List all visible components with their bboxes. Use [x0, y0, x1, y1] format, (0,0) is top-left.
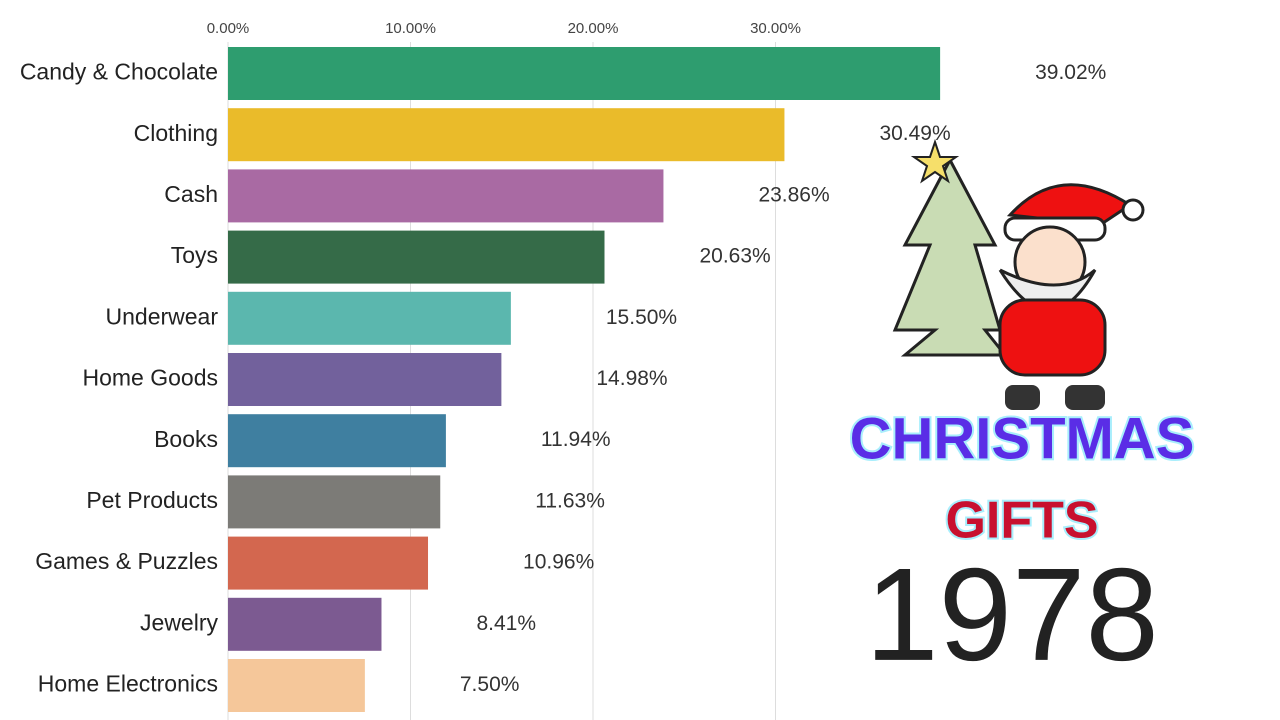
decoration-tree: [892, 138, 1009, 357]
value-label: 15.50%: [606, 306, 677, 329]
category-label: Cash: [164, 181, 218, 207]
value-label: 39.02%: [1035, 61, 1106, 84]
category-label: Games & Puzzles: [35, 548, 218, 574]
chart-title: CHRISTMAS: [850, 406, 1195, 471]
category-label: Home Goods: [82, 365, 218, 391]
category-label: Home Electronics: [38, 671, 218, 697]
bar: [228, 597, 382, 651]
value-label: 11.63%: [535, 489, 605, 512]
category-label: Underwear: [106, 303, 219, 329]
bar: [228, 475, 441, 529]
value-label: 20.63%: [699, 245, 770, 268]
bar: [228, 47, 941, 100]
year-label: 1978: [865, 541, 1159, 688]
value-label: 8.41%: [476, 612, 536, 635]
category-label: Candy & Chocolate: [20, 59, 218, 85]
value-label: 30.49%: [879, 122, 950, 145]
category-label: Toys: [171, 242, 218, 268]
bar: [228, 108, 785, 162]
bar: [228, 414, 446, 468]
bar: [228, 169, 664, 223]
category-label: Books: [154, 426, 218, 452]
bar: [228, 536, 429, 590]
bar: [228, 353, 502, 406]
value-label: 23.86%: [758, 183, 829, 206]
chart-subtitle: GIFTS: [945, 492, 1098, 550]
x-tick-label: 0.00%: [207, 20, 250, 37]
bar: [228, 291, 511, 345]
x-tick-label: 10.00%: [385, 20, 436, 37]
category-label: Jewelry: [140, 609, 218, 635]
bar: [228, 659, 365, 712]
value-label: 10.96%: [523, 551, 594, 574]
bar: [228, 230, 605, 284]
decoration-santa: [998, 183, 1145, 410]
category-label: Pet Products: [86, 487, 218, 513]
category-label: Clothing: [134, 120, 218, 146]
x-tick-label: 20.00%: [568, 20, 619, 37]
x-tick-label: 30.00%: [750, 20, 801, 37]
value-label: 14.98%: [596, 367, 667, 390]
value-label: 11.94%: [541, 428, 611, 451]
value-label: 7.50%: [460, 673, 520, 696]
